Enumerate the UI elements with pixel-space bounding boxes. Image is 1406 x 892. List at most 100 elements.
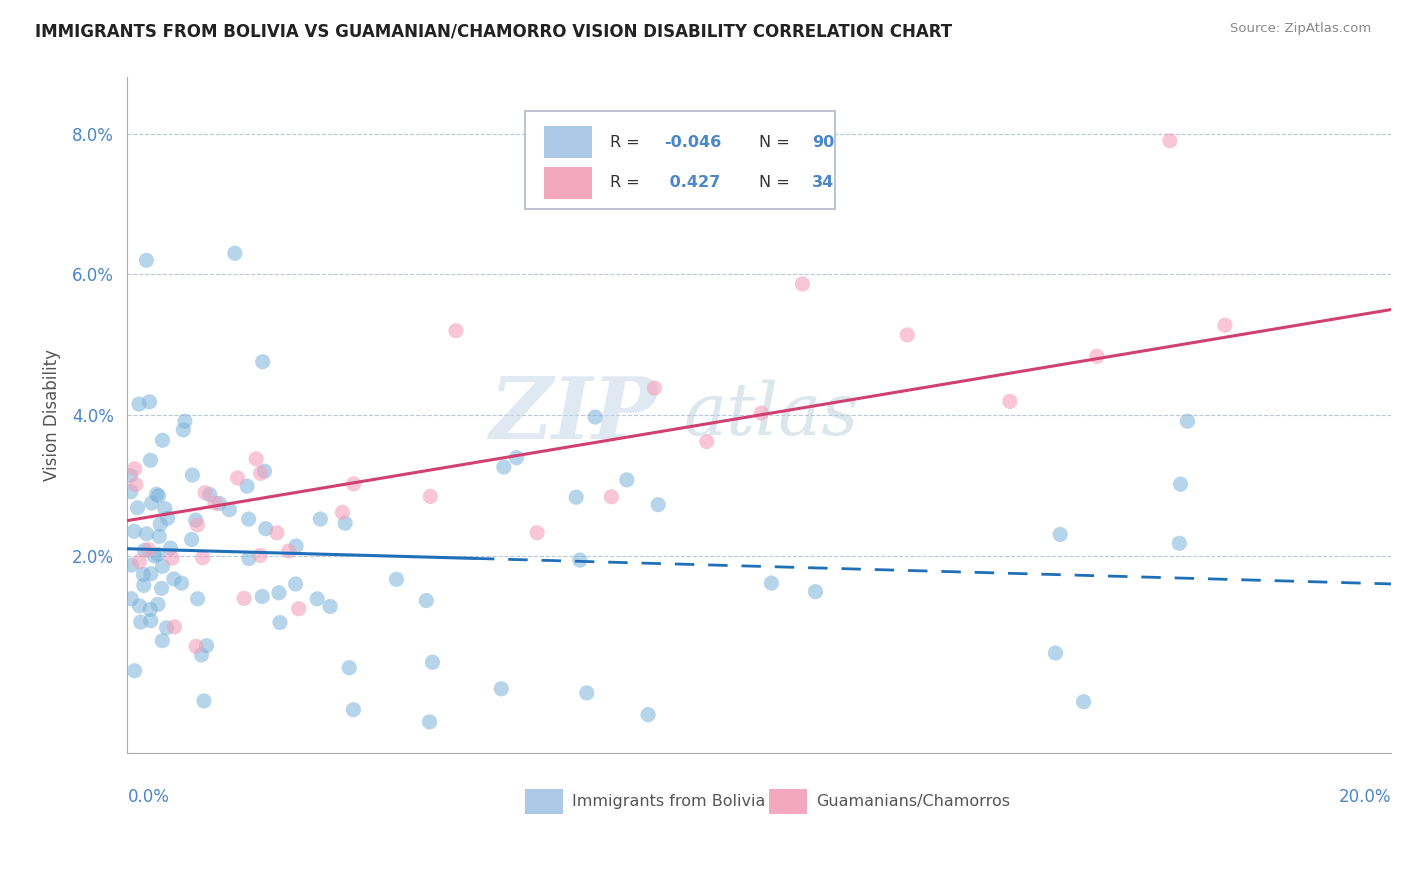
Point	[132, 578, 155, 592]
Point	[1170, 477, 1192, 491]
Point	[267, 586, 290, 600]
Text: Source: ZipAtlas.com: Source: ZipAtlas.com	[1230, 22, 1371, 36]
Point	[120, 468, 142, 483]
Point	[254, 522, 277, 536]
Point	[148, 529, 170, 543]
Point	[186, 640, 208, 654]
Point	[647, 498, 669, 512]
Text: -0.046: -0.046	[665, 135, 721, 150]
Text: Immigrants from Bolivia: Immigrants from Bolivia	[572, 794, 766, 809]
Point	[253, 464, 276, 478]
Point	[319, 599, 342, 614]
Point	[236, 479, 259, 493]
Point	[250, 590, 273, 604]
Point	[343, 476, 366, 491]
Point	[139, 453, 162, 467]
Point	[1045, 646, 1067, 660]
Point	[1168, 536, 1191, 550]
Point	[145, 487, 167, 501]
Text: N =: N =	[759, 135, 794, 150]
Point	[146, 547, 169, 561]
FancyBboxPatch shape	[526, 789, 564, 814]
Point	[526, 525, 548, 540]
Point	[128, 599, 150, 613]
FancyBboxPatch shape	[544, 167, 592, 199]
Point	[491, 681, 513, 696]
Point	[218, 502, 240, 516]
Point	[252, 355, 274, 369]
Point	[761, 576, 783, 591]
Point	[1177, 414, 1199, 428]
Point	[141, 496, 163, 510]
Point	[156, 511, 179, 525]
Point	[233, 591, 256, 606]
Point	[385, 572, 408, 586]
Point	[191, 550, 214, 565]
Point	[181, 468, 204, 483]
Y-axis label: Vision Disability: Vision Disability	[44, 349, 60, 481]
Point	[187, 591, 209, 606]
Point	[505, 450, 527, 465]
Point	[284, 577, 307, 591]
Point	[249, 467, 271, 481]
Point	[238, 512, 260, 526]
Point	[186, 517, 208, 532]
Text: 34: 34	[813, 176, 835, 190]
Point	[422, 655, 444, 669]
Point	[333, 516, 356, 531]
Point	[163, 572, 186, 586]
Text: Guamanians/Chamorros: Guamanians/Chamorros	[815, 794, 1010, 809]
Point	[492, 460, 515, 475]
Point	[174, 414, 197, 428]
Point	[122, 524, 145, 539]
Point	[337, 661, 360, 675]
Point	[138, 394, 160, 409]
Point	[415, 593, 437, 607]
Point	[419, 490, 441, 504]
Point	[1213, 318, 1236, 333]
Text: R =: R =	[610, 176, 645, 190]
Point	[575, 686, 598, 700]
Point	[998, 394, 1021, 409]
Point	[749, 406, 772, 420]
Point	[332, 505, 354, 519]
Point	[128, 555, 150, 569]
Point	[163, 620, 186, 634]
Point	[160, 551, 183, 566]
Point	[696, 434, 718, 449]
Point	[155, 621, 177, 635]
Point	[1085, 350, 1108, 364]
Point	[342, 703, 364, 717]
Point	[134, 543, 156, 558]
Text: 0.0%: 0.0%	[128, 788, 169, 805]
Point	[128, 397, 150, 411]
Point	[269, 615, 291, 630]
Text: R =: R =	[610, 135, 645, 150]
Point	[565, 490, 588, 504]
Point	[127, 500, 149, 515]
Point	[190, 648, 212, 662]
Point	[120, 484, 142, 499]
Text: 90: 90	[813, 135, 835, 150]
Point	[153, 501, 176, 516]
Point	[139, 566, 162, 581]
Point	[129, 615, 152, 629]
Point	[285, 539, 308, 553]
Point	[120, 558, 142, 573]
Point	[1073, 695, 1095, 709]
Point	[600, 490, 623, 504]
Point	[159, 541, 181, 555]
Point	[277, 544, 299, 558]
Point	[896, 327, 918, 342]
Point	[245, 451, 267, 466]
Point	[198, 487, 221, 501]
Point	[152, 559, 174, 574]
Point	[204, 496, 226, 510]
Point	[583, 410, 606, 425]
Point	[194, 485, 217, 500]
Point	[193, 694, 215, 708]
Point	[143, 549, 166, 563]
Point	[1049, 527, 1071, 541]
Point	[643, 381, 665, 395]
Point	[1159, 134, 1181, 148]
